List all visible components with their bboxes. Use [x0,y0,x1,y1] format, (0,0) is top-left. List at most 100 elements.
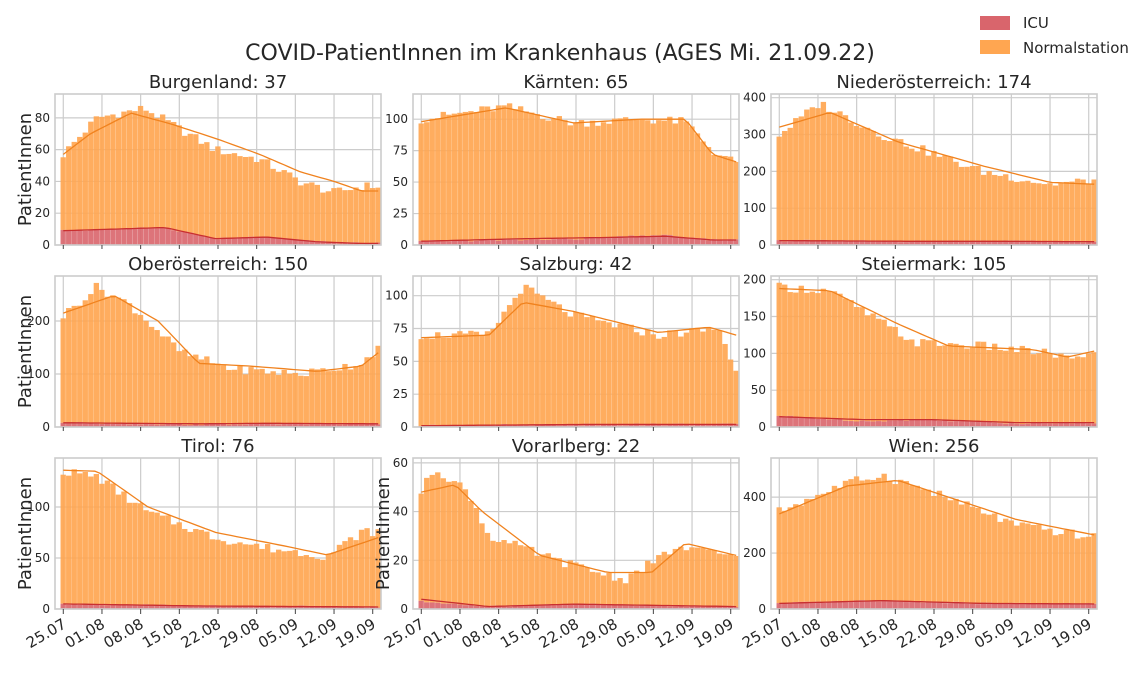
y-tick-label: 400 [743,91,766,105]
bar-normalstation [787,292,793,416]
bar-normalstation [1091,352,1097,424]
bar-icu [121,604,127,609]
bar-normalstation [457,112,463,241]
bar-normalstation [187,356,193,426]
bar-normalstation [622,324,629,426]
bar-normalstation [1003,174,1009,241]
y-axis-label: PatientInnen [373,477,394,590]
bar-normalstation [176,125,182,232]
bar-normalstation [881,140,887,242]
bar-icu [793,240,799,245]
bar-normalstation [270,371,276,425]
bar-normalstation [975,165,981,242]
bar-normalstation [473,331,480,426]
bar-icu [325,423,332,427]
bar-normalstation [490,328,496,426]
bar-normalstation [99,116,105,230]
bar-normalstation [909,148,915,242]
bar-normalstation [259,159,265,237]
bar-normalstation [992,513,998,604]
bar-normalstation [303,183,309,241]
bar-icu [898,242,904,245]
bar-normalstation [342,363,348,425]
bar-icu [953,421,959,427]
bar-normalstation [204,142,210,237]
trend-line-normalstation [779,287,1095,358]
bar-normalstation [353,540,359,608]
bar-icu [242,424,249,427]
bar-icu [490,605,496,609]
bar-icu [727,605,734,609]
bar-normalstation [584,126,590,239]
trend-line-icu [63,603,379,608]
bar-icu [661,234,667,245]
y-tick-label: 200 [743,273,766,287]
bar-normalstation [909,485,915,602]
bar-icu [898,600,904,609]
bar-icu [556,425,562,427]
bar-icu [1074,422,1081,427]
bar-icu [589,424,596,427]
bar-normalstation [545,299,551,425]
bar-icu [1058,422,1064,427]
x-tick-label: 05.09 [613,615,659,652]
bar-icu [1030,604,1037,609]
bar-icu [331,606,337,609]
x-tick-label: 01.08 [62,615,108,652]
bar-normalstation [804,109,810,240]
panel-7: 0 50 100 25.0701.0808.0815.0822.0829.0805.0… [15,436,382,652]
bar-icu [975,604,981,609]
bar-icu [705,240,712,245]
x-tick-label: 22.08 [178,615,224,652]
bar-normalstation [1047,353,1053,424]
bar-icu [650,235,656,245]
bar-normalstation [634,332,640,424]
bar-icu [193,234,199,245]
bar-icu [137,227,144,245]
bar-normalstation [1025,180,1031,241]
bar-icu [523,240,529,245]
bar-normalstation [925,340,932,420]
bar-icu [115,605,122,609]
bar-icu [276,237,282,245]
bar-normalstation [667,116,673,236]
bar-icu [545,239,551,245]
bar-normalstation [193,528,199,607]
bar-icu [678,605,684,609]
bar-icu [540,424,546,427]
bar-icu [517,604,524,609]
bar-normalstation [451,113,458,241]
bar-icu [969,603,976,609]
x-tick-label: 05.09 [255,615,301,652]
bar-normalstation [1047,183,1053,243]
bar-normalstation [495,541,502,606]
bar-icu [645,424,651,427]
bar-icu [276,424,282,427]
bar-normalstation [842,115,849,241]
bar-icu [875,240,882,245]
bar-normalstation [82,132,88,231]
bar-normalstation [689,126,695,238]
bar-icu [364,424,370,427]
panel-title: Kärnten: 65 [523,72,628,93]
bar-icu [727,423,734,427]
bar-normalstation [418,493,424,601]
bar-normalstation [347,190,354,243]
bar-icu [440,603,446,609]
bar-icu [733,423,739,427]
bar-normalstation [1047,528,1053,604]
bar-normalstation [1019,345,1025,425]
bar-icu [292,607,298,609]
bar-normalstation [143,110,149,229]
bar-normalstation [281,369,287,424]
bar-icu [342,424,348,427]
bar-normalstation [853,306,860,422]
bar-normalstation [595,572,601,605]
bar-normalstation [804,292,810,418]
bar-normalstation [1074,538,1081,604]
bar-normalstation [645,329,651,425]
bar-normalstation [424,122,430,241]
bar-icu [639,235,645,245]
y-tick-label: 0 [400,602,408,616]
panel-6: 0 50 100 150 200 Steiermark: 105 [743,254,1098,434]
